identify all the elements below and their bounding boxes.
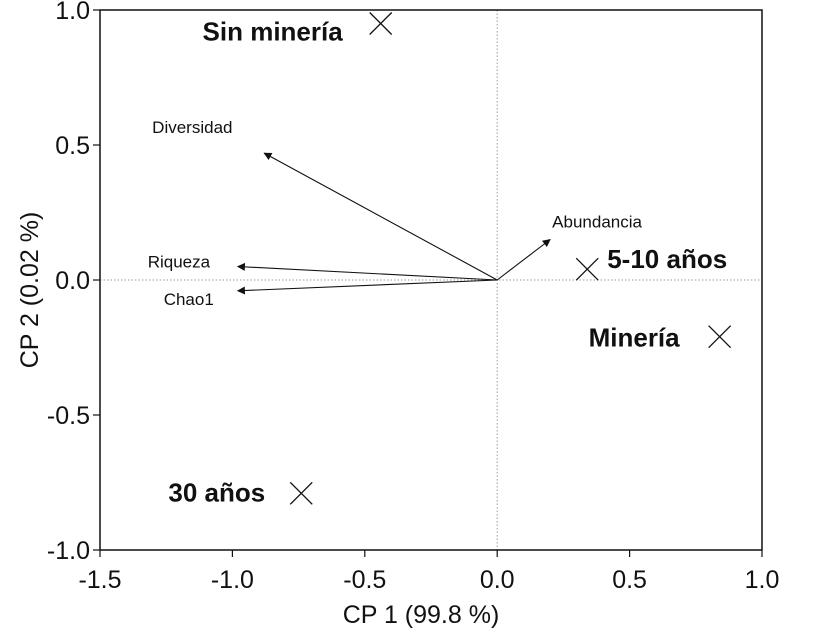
x-marker-miner-a-b (708, 325, 732, 349)
vector-arrow-chao1 (236, 279, 498, 295)
x-tick-label: 0.5 (612, 566, 647, 594)
y-tick-label: 0.5 (55, 132, 90, 160)
y-tick-label: -0.5 (47, 402, 90, 430)
point-label-30-a-os: 30 años (168, 477, 265, 507)
y-tick-label: 1.0 (55, 0, 90, 25)
vector-label-riqueza: Riqueza (148, 253, 211, 272)
y-axis-title: CP 2 (0.02 %) (16, 212, 44, 369)
vector-arrow-abundancia (496, 239, 551, 281)
score-points: Sin minería 5-10 años Minería 30 años (168, 12, 732, 507)
x-marker-5-10-a-os-b (575, 257, 599, 281)
y-tick-label: -1.0 (47, 537, 90, 565)
axis-ticks (93, 9, 763, 557)
plot-frame (99, 9, 763, 551)
vector-arrow-riqueza (236, 262, 498, 281)
x-tick-label: 1.0 (745, 566, 780, 594)
point-label-miner-a: Minería (589, 323, 681, 353)
x-marker-sin-miner-a-b (369, 12, 393, 35)
vector-label-diversidad: Diversidad (152, 118, 232, 137)
x-axis-title: CP 1 (99.8 %) (343, 601, 500, 629)
vector-label-chao1: Chao1 (164, 290, 214, 309)
point-label-5-10-a-os: 5-10 años (607, 244, 727, 274)
tick-labels: -1.5 -1.0 -0.5 0.0 0.5 1.0-1.0-0.50.00.51.0 (47, 0, 779, 594)
vector-label-abundancia: Abundancia (552, 213, 642, 232)
vector-arrow-diversidad (263, 152, 498, 281)
y-tick-label: 0.0 (55, 267, 90, 295)
x-marker-30-a-os-b (289, 481, 313, 505)
loading-vectors: Diversidad Abundancia Riqueza Chao1 (148, 118, 643, 309)
point-label-sin-miner-a: Sin minería (203, 17, 344, 47)
x-tick-label: -1.0 (211, 566, 254, 594)
x-tick-label: -1.5 (78, 566, 121, 594)
x-tick-label: -0.5 (343, 566, 386, 594)
x-tick-label: 0.0 (480, 566, 515, 594)
reference-lines (100, 10, 762, 550)
